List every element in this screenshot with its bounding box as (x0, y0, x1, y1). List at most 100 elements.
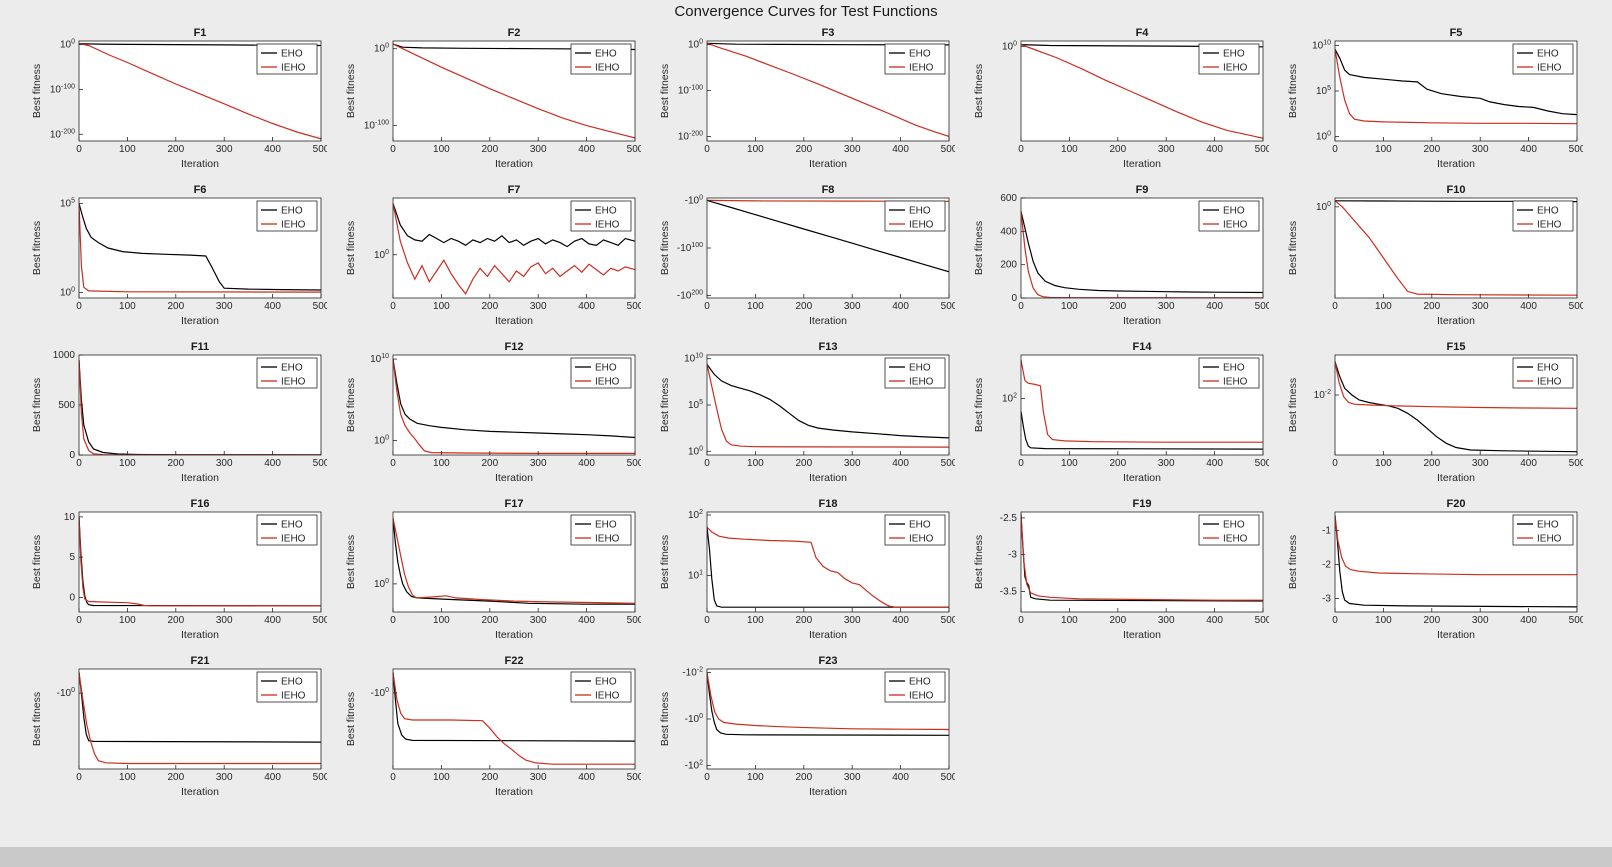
eho-series-line (707, 527, 949, 608)
ieho-series-line (1335, 49, 1577, 125)
legend-label-eho: EHO (595, 677, 617, 688)
axes-box (392, 354, 636, 456)
legend-label-ieho: IEHO (595, 377, 620, 388)
x-tick-label: 500 (1255, 144, 1269, 155)
x-tick-label: 300 (216, 301, 233, 312)
x-tick-label: 300 (844, 301, 861, 312)
x-tick-label: 500 (627, 301, 641, 312)
x-tick-label: 400 (578, 301, 595, 312)
x-tick-label: 200 (481, 615, 498, 626)
y-tick-label: 5 (69, 552, 75, 563)
y-tick-label: 0 (69, 592, 75, 603)
legend: EHO IEHO (256, 357, 318, 389)
x-tick-label: 500 (313, 144, 327, 155)
legend: EHO IEHO (1512, 43, 1574, 75)
legend-box (1512, 43, 1574, 75)
x-tick-label: 0 (704, 301, 710, 312)
y-tick-label: -3 (1008, 550, 1017, 561)
x-axis-label: Iteration (809, 786, 847, 798)
y-tick-label: -100 (685, 194, 703, 206)
x-tick-label: 300 (1472, 615, 1489, 626)
charts-grid: 0 100 200 300 400 500 100 10-100 10-200 F1 Iterati… (26, 25, 1586, 803)
x-tick-label: 200 (1109, 458, 1126, 469)
x-tick-label: 100 (1061, 615, 1078, 626)
y-tick-label: 100 (1002, 40, 1017, 52)
x-axis-label: Iteration (181, 472, 219, 484)
subplot-title: F4 (1136, 27, 1150, 39)
x-tick-label: 0 (1018, 144, 1024, 155)
legend-label-eho: EHO (1537, 49, 1559, 60)
chart-canvas-F7: 0 100 200 300 400 500 100 F7 Iteration Best fitne… (345, 184, 641, 327)
x-tick-label: 0 (390, 772, 396, 783)
subplot-title: F23 (819, 655, 838, 667)
legend: EHO IEHO (884, 43, 946, 75)
legend: EHO IEHO (570, 514, 632, 546)
legend: EHO IEHO (884, 671, 946, 703)
legend-label-eho: EHO (1223, 363, 1245, 374)
x-tick-label: 0 (76, 615, 82, 626)
chart-canvas-F3: 0 100 200 300 400 500 100 10-100 10-200 F3 Iterati… (659, 27, 955, 170)
subplot-title: F17 (505, 498, 524, 510)
x-tick-label: 0 (1018, 301, 1024, 312)
legend-label-eho: EHO (909, 206, 931, 217)
y-tick-label: 1010 (1312, 40, 1331, 52)
y-tick-label: -2 (1322, 560, 1331, 571)
y-tick-label: 100 (60, 287, 75, 299)
y-tick-label: -10100 (677, 242, 703, 254)
x-tick-label: 400 (1520, 458, 1537, 469)
y-axis-label: Best fitness (973, 64, 985, 118)
x-axis-label: Iteration (1123, 629, 1161, 641)
x-tick-label: 100 (119, 615, 136, 626)
subplot-title: F14 (1133, 341, 1153, 353)
y-tick-label: 10-100 (364, 120, 389, 132)
x-axis-label: Iteration (809, 315, 847, 327)
y-tick-label: -3 (1322, 593, 1331, 604)
x-tick-label: 0 (390, 458, 396, 469)
legend-box (1198, 357, 1260, 389)
y-tick-label: 1000 (53, 350, 76, 361)
x-tick-label: 500 (627, 615, 641, 626)
axes-box (706, 511, 950, 613)
legend-label-eho: EHO (909, 520, 931, 531)
ieho-series-line (707, 42, 949, 137)
eho-series-line (707, 42, 949, 46)
chart-canvas-F9: 0 100 200 300 400 500 0 200 400 600 F9 Iteration Bes… (973, 184, 1269, 327)
legend-box (256, 357, 318, 389)
legend-label-eho: EHO (909, 677, 931, 688)
x-tick-label: 300 (530, 458, 547, 469)
eho-series-line (1021, 211, 1263, 294)
x-tick-label: 300 (1158, 144, 1175, 155)
axes-box (78, 40, 322, 142)
ieho-series-line (1021, 359, 1263, 443)
subplot-title: F21 (191, 655, 210, 667)
legend-label-ieho: IEHO (595, 691, 620, 702)
axes-box (78, 197, 322, 299)
x-tick-label: 400 (892, 772, 909, 783)
legend-label-ieho: IEHO (281, 534, 306, 545)
ieho-series-line (393, 359, 635, 455)
y-tick-label: 100 (688, 445, 703, 457)
x-tick-label: 200 (795, 615, 812, 626)
y-tick-label: 10-200 (50, 128, 75, 140)
x-tick-label: 300 (1158, 458, 1175, 469)
axes-box (1020, 197, 1264, 299)
y-axis-label: Best fitness (973, 378, 985, 432)
x-tick-label: 500 (1569, 144, 1583, 155)
chart-canvas-F18: 0 100 200 300 400 500 102 101 F18 Iteration Best f… (659, 498, 955, 641)
legend-label-eho: EHO (281, 206, 303, 217)
axes-box (1020, 354, 1264, 456)
x-tick-label: 200 (1423, 458, 1440, 469)
x-tick-label: 400 (892, 458, 909, 469)
legend-label-ieho: IEHO (281, 220, 306, 231)
x-tick-label: 0 (1018, 458, 1024, 469)
x-tick-label: 200 (167, 458, 184, 469)
legend-label-ieho: IEHO (595, 534, 620, 545)
x-tick-label: 500 (313, 301, 327, 312)
legend: EHO IEHO (1198, 43, 1260, 75)
eho-series-line (393, 359, 635, 439)
subplot-title: F13 (819, 341, 838, 353)
x-tick-label: 500 (1569, 615, 1583, 626)
x-axis-label: Iteration (809, 629, 847, 641)
x-tick-label: 500 (1569, 458, 1583, 469)
